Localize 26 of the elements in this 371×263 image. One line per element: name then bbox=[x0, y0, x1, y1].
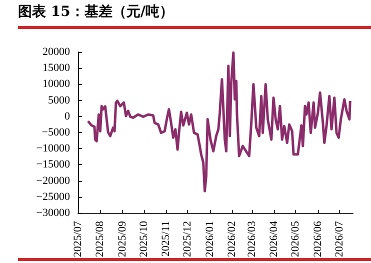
y-tick-label: 15000 bbox=[42, 62, 70, 74]
x-tick-label: 2026/06 bbox=[312, 220, 324, 258]
y-tick-label: 10000 bbox=[42, 78, 70, 90]
x-tick-label: 2025/08 bbox=[94, 220, 106, 258]
x-tick-label: 2026/03 bbox=[246, 220, 258, 258]
y-tick-label: −10000 bbox=[36, 142, 70, 155]
chart-title: 图表 15：基差（元/吨） bbox=[18, 3, 174, 21]
x-tick-label: 2025/07 bbox=[72, 220, 84, 258]
x-tick-label: 2025/11 bbox=[160, 221, 172, 257]
y-tick-label: −5000 bbox=[42, 126, 70, 138]
x-tick-label: 2026/02 bbox=[226, 221, 238, 258]
y-tick-label: 20000 bbox=[42, 46, 70, 58]
x-tick-label: 2025/10 bbox=[138, 220, 150, 258]
y-tick-label: −25000 bbox=[36, 190, 70, 203]
y-tick-label: −30000 bbox=[36, 207, 70, 219]
line-series bbox=[86, 51, 352, 192]
y-tick-label: −20000 bbox=[36, 174, 70, 187]
x-tick-label: 2026/01 bbox=[204, 221, 216, 258]
x-tick-label: 2026/04 bbox=[268, 220, 280, 258]
y-tick-label: 0 bbox=[64, 110, 70, 122]
y-tick-label: 5000 bbox=[48, 94, 70, 106]
x-tick-label: 2026/05 bbox=[290, 220, 302, 258]
x-tick-label: 2026/07 bbox=[333, 220, 346, 258]
x-tick-label: 2025/09 bbox=[116, 220, 128, 258]
x-tick-label: 2025/12 bbox=[182, 221, 194, 258]
y-tick-label: −15000 bbox=[36, 158, 70, 171]
